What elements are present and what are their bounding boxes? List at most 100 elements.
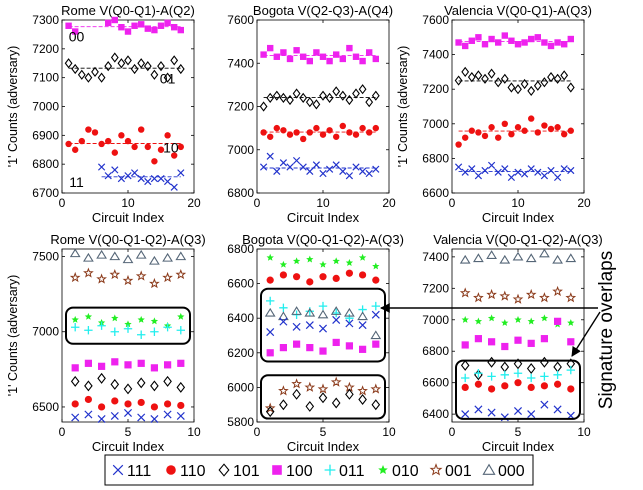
data-point (474, 172, 483, 180)
data-point (306, 344, 314, 352)
y-tick-label: 6700 (32, 186, 59, 200)
data-point (98, 362, 106, 370)
data-point (372, 55, 379, 63)
data-point (150, 317, 159, 325)
data-point (177, 359, 185, 367)
data-point (84, 410, 93, 419)
legend-marker (112, 464, 124, 476)
x-axis-label: Circuit Index (92, 439, 165, 454)
data-point (104, 61, 113, 72)
data-point (501, 120, 508, 128)
data-point (475, 129, 482, 136)
data-point (71, 400, 79, 408)
legend-item-001: 001 (429, 463, 472, 480)
series-010 (461, 314, 575, 328)
data-point (292, 322, 301, 331)
series-000 (264, 306, 382, 340)
x-tick-label: 10 (316, 196, 330, 210)
data-point (552, 254, 563, 264)
data-point (332, 315, 341, 324)
y-tick-label: 6800 (32, 157, 59, 171)
data-point (521, 127, 528, 134)
data-point (175, 251, 187, 261)
data-point (345, 269, 353, 277)
data-point (567, 319, 575, 326)
data-point (69, 271, 81, 283)
data-point (474, 405, 483, 414)
data-point (157, 61, 165, 72)
data-point (513, 358, 523, 370)
data-point (325, 92, 334, 103)
data-point (123, 383, 133, 395)
data-point (319, 169, 327, 178)
data-point (332, 308, 341, 318)
data-point (352, 163, 360, 171)
data-point (96, 273, 107, 284)
data-point (317, 383, 329, 394)
data-point (279, 260, 288, 268)
series-111 (71, 408, 185, 424)
data-point (561, 41, 568, 48)
data-point (292, 88, 301, 99)
data-point (488, 338, 496, 346)
x-axis-label: Circuit Index (287, 439, 360, 454)
data-point (561, 130, 568, 138)
series-011 (266, 296, 380, 323)
data-point (525, 288, 537, 300)
data-point (164, 361, 172, 369)
data-point (266, 276, 274, 284)
data-point (149, 255, 160, 265)
y-tick-label: 7000 (32, 325, 59, 339)
data-point (371, 301, 380, 311)
series-001 (459, 285, 577, 304)
data-point (279, 159, 288, 167)
legend-label: 001 (445, 463, 472, 480)
y-tick-label: 6800 (227, 186, 254, 200)
y-axis-label: '1' Counts (adversary) (6, 46, 20, 167)
x-axis-label: Circuit Index (482, 210, 555, 225)
data-point (306, 255, 314, 263)
data-point (293, 340, 301, 348)
data-point (150, 414, 159, 424)
data-point (468, 37, 475, 44)
series-110 (455, 115, 574, 148)
data-point (468, 165, 476, 173)
data-point (163, 177, 172, 186)
data-point (514, 168, 522, 176)
data-point (77, 69, 86, 80)
data-point (540, 335, 548, 343)
data-point (109, 251, 121, 261)
data-point (319, 131, 327, 138)
data-point (552, 285, 563, 297)
data-point (163, 410, 172, 419)
data-point (177, 26, 184, 34)
data-point (163, 72, 172, 83)
legend-label: 100 (286, 463, 313, 480)
legend-label: 111 (127, 463, 151, 480)
data-point (286, 55, 294, 63)
data-point (157, 22, 165, 29)
series-100 (71, 358, 185, 372)
data-point (528, 35, 535, 43)
data-point (318, 324, 328, 333)
series-111 (259, 152, 380, 180)
y-tick-label: 7200 (422, 82, 449, 96)
data-point (514, 336, 522, 344)
data-point (280, 127, 287, 134)
series-10 (65, 126, 184, 165)
data-point (339, 55, 346, 63)
data-point (150, 69, 159, 80)
data-point (313, 49, 320, 56)
data-point (461, 316, 469, 323)
data-point (540, 400, 549, 409)
data-point (359, 57, 366, 65)
data-point (527, 383, 535, 391)
data-point (177, 169, 185, 177)
series-011 (71, 321, 185, 339)
data-point (266, 349, 274, 357)
data-point (567, 166, 575, 175)
data-point (473, 253, 484, 263)
series-000 (69, 248, 187, 265)
legend-marker (166, 465, 176, 475)
